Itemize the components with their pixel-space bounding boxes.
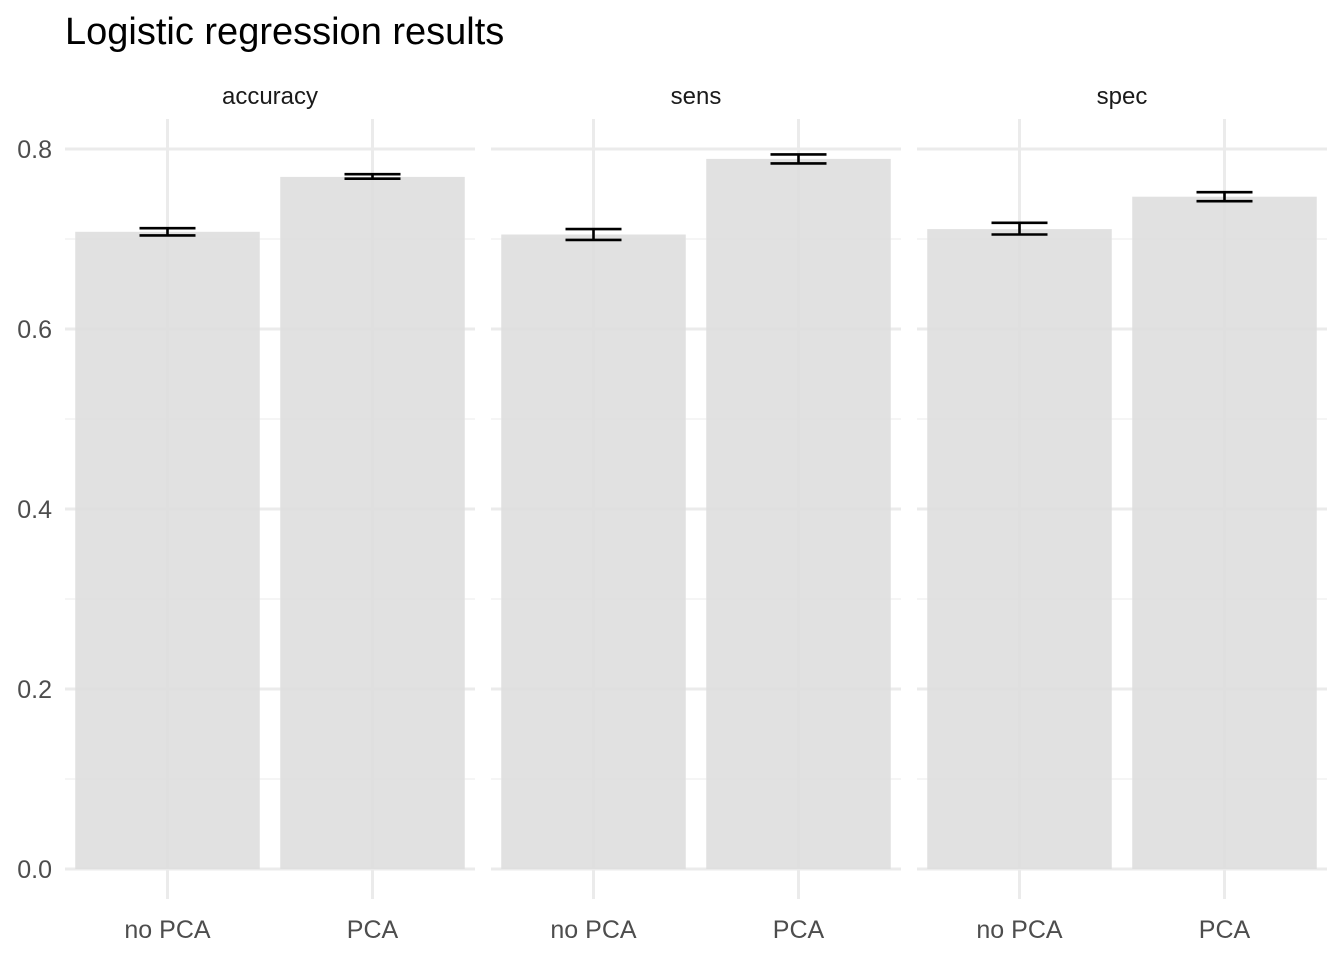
- x-tick-label: no PCA: [124, 916, 210, 944]
- facet-panel-sens: sens no PCA PCA: [491, 83, 901, 944]
- facet-label: spec: [1097, 83, 1148, 110]
- facet-label: accuracy: [222, 83, 318, 110]
- x-tick-label: PCA: [773, 916, 825, 944]
- y-axis: 0.0 0.2 0.4 0.6 0.8: [17, 136, 52, 884]
- facets: accuracy no PCA PCA sens no PCA PCA spec no PCA…: [65, 83, 1327, 944]
- y-tick-label: 0.6: [17, 316, 52, 344]
- x-tick-label: no PCA: [976, 916, 1062, 944]
- y-tick-label: 0.0: [17, 856, 52, 884]
- x-tick-label: PCA: [347, 916, 399, 944]
- bar-sens-0: [501, 234, 686, 869]
- facet-panel-accuracy: accuracy no PCA PCA: [65, 83, 475, 944]
- error-bar: [139, 226, 196, 237]
- bar-spec-0: [927, 229, 1112, 870]
- bar-accuracy-1: [280, 176, 465, 869]
- y-tick-label: 0.4: [17, 496, 52, 524]
- x-tick-label: no PCA: [550, 916, 636, 944]
- y-tick-label: 0.8: [17, 136, 52, 164]
- x-tick-label: PCA: [1199, 916, 1251, 944]
- error-bar: [344, 172, 401, 180]
- error-bar: [565, 227, 622, 242]
- facet-label: sens: [671, 83, 722, 110]
- y-tick-label: 0.2: [17, 676, 52, 704]
- facet-panel-spec: spec no PCA PCA: [917, 83, 1327, 944]
- bar-sens-1: [706, 158, 891, 869]
- chart-title: Logistic regression results: [65, 11, 504, 53]
- error-bar: [991, 221, 1048, 236]
- error-bar: [770, 153, 827, 165]
- bar-spec-1: [1132, 196, 1317, 869]
- bar-accuracy-0: [75, 231, 260, 870]
- error-bar: [1196, 190, 1253, 203]
